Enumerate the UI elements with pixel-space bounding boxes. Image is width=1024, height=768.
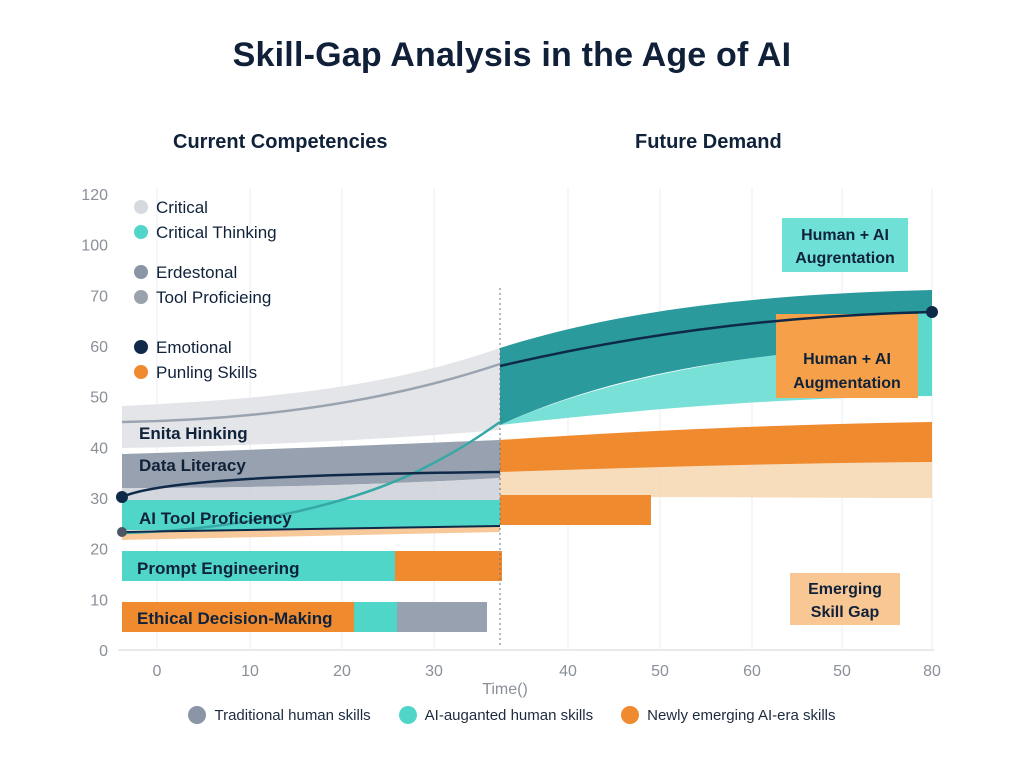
x-tick-label: 40 [559, 663, 577, 680]
inline-legend-dot [134, 225, 148, 239]
y-tick-label: 50 [90, 390, 108, 407]
skill-bar-label: AI Tool Proficiency [139, 509, 292, 528]
inline-legend-dot [134, 365, 148, 379]
legend-dot-augmented [398, 706, 417, 724]
y-tick-label: 100 [81, 238, 108, 255]
y-tick-label: 40 [90, 440, 108, 457]
band-augmented-edge [918, 312, 932, 396]
annotation-augmentation-line1: Human + AI [803, 351, 891, 368]
band-emerging-light-future [500, 462, 932, 498]
y-tick-label: 70 [90, 288, 108, 305]
line-traditional-gray [121, 362, 501, 424]
inline-legend-label: Tool Proficieing [156, 288, 271, 307]
annotation-augmentation: Human + AI Augmentation [793, 351, 901, 392]
band-traditional-light [122, 478, 500, 500]
y-tick-label: 0 [99, 643, 108, 660]
subtitle-future-demand: Future Demand [635, 131, 782, 153]
line-emotional-navy [121, 470, 501, 499]
bar-ethical-augmented [354, 602, 397, 632]
legend-label-traditional: Traditional human skills [214, 706, 371, 724]
y-tick-label: 60 [90, 339, 108, 356]
bar-ethical-emerging [122, 602, 354, 632]
line-end-marker [926, 306, 938, 318]
y-tick-label: 20 [90, 542, 108, 559]
inline-legend: Critical Critical Thinking Erdestonal Tool … [134, 198, 277, 382]
annotation-emerging-gap-line1: Emerging [808, 581, 882, 598]
y-tick-label: 30 [90, 491, 108, 508]
x-tick-label: 10 [241, 663, 259, 680]
skill-bar-label: Prompt Engineering [137, 559, 299, 578]
x-tick-label: 60 [743, 663, 761, 680]
inline-legend-dot [134, 340, 148, 354]
skill-bar-labels: Enita Hinking Data Literacy AI Tool Profic… [137, 424, 333, 628]
y-tick-label: 10 [90, 592, 108, 609]
y-axis-ticks: 0 10 20 30 40 50 60 70 100 120 [81, 187, 108, 660]
annotation-augmentation-line2: Augmentation [793, 375, 901, 392]
bar-prompt-emerging [395, 551, 502, 581]
band-augmented-current [122, 500, 500, 530]
bar-ethical-traditional [397, 602, 487, 632]
inline-legend-label: Critical Thinking [156, 223, 277, 242]
band-emerging-short [500, 495, 651, 525]
legend-item-emerging: Newly emerging AI-era skills [621, 706, 836, 724]
x-tick-label: 50 [651, 663, 669, 680]
bar-prompt-augmented [122, 551, 395, 581]
x-tick-label: 50 [833, 663, 851, 680]
line-start-marker [116, 491, 128, 503]
annotation-emerging-gap: Emerging Skill Gap [790, 573, 900, 625]
annotation-augrentation-line2: Augrentation [795, 250, 895, 267]
legend-label-emerging: Newly emerging AI-era skills [647, 706, 836, 724]
inline-legend-dot [134, 290, 148, 304]
legend-item-augmented: AI-auganted human skills [398, 706, 594, 724]
line-start-marker-gray [117, 527, 127, 537]
line-lower-navy [121, 525, 501, 533]
chart-title: Skill-Gap Analysis in the Age of AI [232, 36, 792, 74]
x-axis-ticks: 0 10 20 30 40 50 60 80 50 [153, 663, 941, 680]
band-emerging-sliver [122, 526, 500, 540]
inline-legend-label: Punling Skills [156, 363, 257, 382]
skill-bar-label: Enita Hinking [139, 424, 248, 443]
inline-legend-label: Critical [156, 198, 208, 217]
inline-legend-dot [134, 200, 148, 214]
inline-legend-dot [134, 265, 148, 279]
annotation-augrentation-line1: Human + AI [801, 227, 889, 244]
annotation-emerging-gap-line2: Skill Gap [811, 604, 880, 621]
band-emerging-augmentation [776, 314, 918, 398]
y-tick-label: 120 [81, 187, 108, 204]
x-tick-label: 30 [425, 663, 443, 680]
skill-bar-label: Data Literacy [139, 456, 246, 475]
line-emotional-navy-future [499, 310, 933, 368]
legend-label-augmented: AI-auganted human skills [424, 706, 594, 724]
chart-legend: Traditional human skills AI-auganted hum… [0, 706, 1024, 724]
band-critical-light [122, 348, 500, 448]
subtitle-current-competencies: Current Competencies [173, 131, 388, 153]
x-tick-label: 80 [923, 663, 941, 680]
skill-bar-label: Ethical Decision-Making [137, 609, 333, 628]
band-emerging-future [500, 422, 932, 472]
x-axis-label: Time() [482, 681, 528, 698]
x-tick-label: 0 [153, 663, 162, 680]
inline-legend-label: Emotional [156, 338, 232, 357]
legend-item-traditional: Traditional human skills [188, 706, 371, 724]
legend-dot-traditional [188, 706, 207, 724]
annotation-augrentation: Human + AI Augrentation [782, 218, 908, 272]
inline-legend-label: Erdestonal [156, 263, 237, 282]
line-augmented-teal [121, 420, 501, 535]
x-tick-label: 20 [333, 663, 351, 680]
legend-dot-emerging [621, 706, 640, 724]
